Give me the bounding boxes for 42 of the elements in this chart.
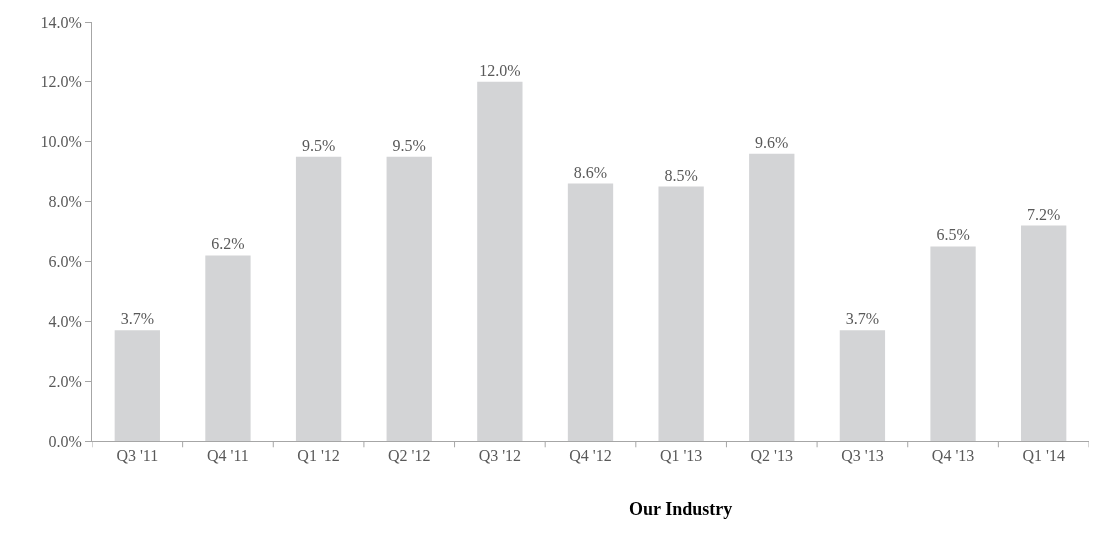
x-tick-label: Q4 '12	[569, 447, 612, 465]
x-tick-label: Q4 '13	[931, 447, 975, 465]
y-tick-label: 10.0%	[40, 133, 82, 151]
data-label: 9.6%	[755, 133, 789, 151]
x-tick-label: Q3 '11	[116, 447, 159, 465]
x-tick-label: Q2 '12	[388, 447, 431, 465]
x-tick-label: Q2 '13	[750, 447, 793, 465]
bar	[295, 156, 342, 441]
bar	[839, 330, 886, 441]
bar	[205, 255, 251, 441]
x-tick-label: Q1 '13	[659, 447, 703, 465]
y-tick-label: 0.0%	[48, 432, 82, 450]
bar	[749, 153, 795, 441]
bar	[1021, 225, 1067, 441]
bar	[658, 186, 704, 441]
text: Our Industry	[629, 499, 733, 519]
x-tick-label: Q3 '13	[841, 447, 884, 465]
x-tick-label: Q1 '12	[297, 447, 340, 465]
bar	[567, 183, 614, 441]
data-label: 9.5%	[392, 136, 426, 154]
data-label: 6.2%	[211, 235, 245, 253]
x-tick-label: Q4 '11	[207, 447, 249, 465]
y-tick-label: 12.0%	[40, 73, 82, 91]
y-tick-label: 6.0%	[48, 253, 82, 271]
bar	[930, 246, 976, 441]
data-label: 8.5%	[664, 166, 698, 184]
x-tick-label: Q3 '12	[478, 447, 522, 465]
y-tick-label: 4.0%	[48, 312, 82, 330]
y-tick-label: 14.0%	[40, 13, 82, 31]
data-label: 7.2%	[1027, 205, 1061, 223]
data-label: 3.7%	[845, 310, 880, 328]
y-tick-label: 8.0%	[48, 193, 82, 211]
y-tick-label: 2.0%	[48, 372, 82, 390]
bar	[114, 330, 160, 441]
data-label: 12.0%	[479, 61, 521, 79]
bar	[477, 81, 523, 441]
data-label: 6.5%	[936, 226, 970, 244]
data-label: 3.7%	[120, 310, 154, 328]
x-tick-label: Q1 '14	[1022, 447, 1065, 465]
bar	[386, 156, 432, 441]
data-label: 9.5%	[301, 136, 336, 154]
data-label: 8.6%	[573, 163, 608, 181]
